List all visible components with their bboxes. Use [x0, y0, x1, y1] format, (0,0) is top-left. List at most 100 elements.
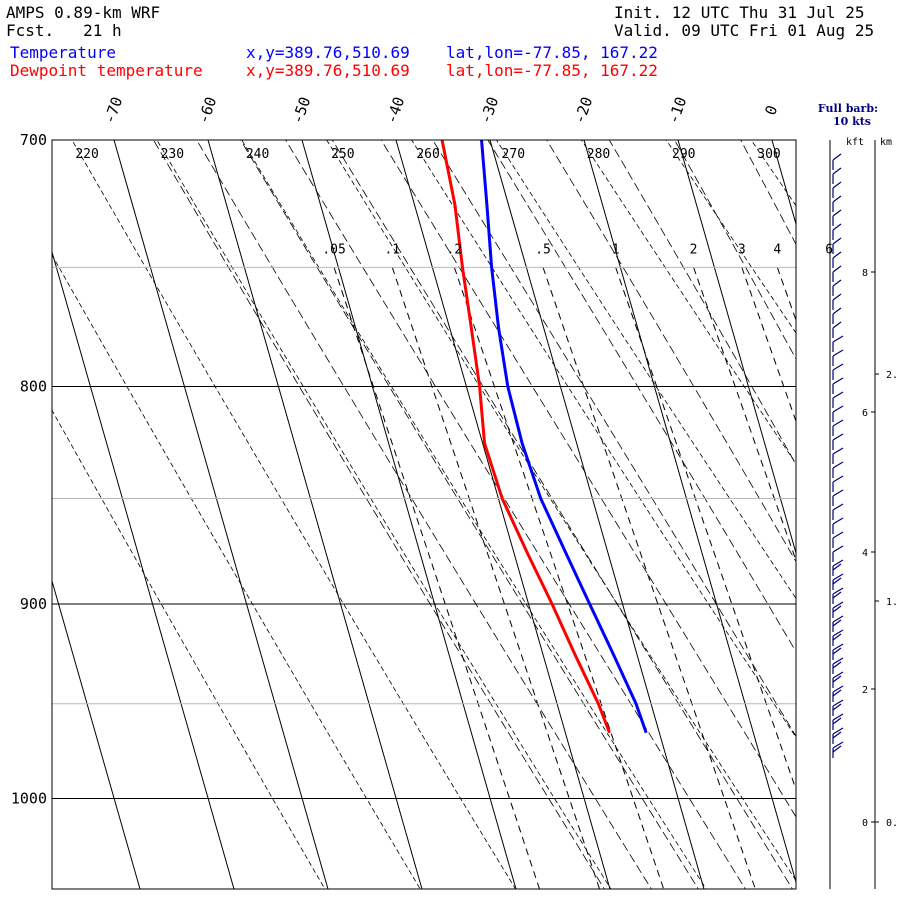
dry-adiabat-label: 270 — [502, 147, 525, 162]
moist-adiabat — [853, 0, 900, 900]
kft-tick-label: 8 — [862, 268, 868, 279]
wind-barb-flag — [832, 699, 844, 707]
dry-adiabat-label: 280 — [587, 147, 610, 162]
wind-barb-flag — [832, 703, 842, 711]
dewpoint-legend-label: Dewpoint temperature — [10, 61, 203, 80]
wind-barb-flag — [832, 363, 844, 371]
mixing-ratio-label: .5 — [535, 242, 551, 257]
wind-barb-flag — [832, 405, 844, 413]
wind-barb-flag — [832, 559, 844, 567]
wind-barbs — [832, 153, 844, 758]
wind-barb-flag — [832, 591, 842, 599]
km-tick-label: 1. — [886, 597, 898, 608]
mixing-ratio-label: .2 — [447, 242, 463, 257]
isotherm-line — [207, 140, 423, 889]
moist-adiabat — [196, 140, 652, 889]
wind-barb-flag — [832, 619, 842, 627]
wind-barb-flag — [832, 657, 844, 665]
wind-barb-flag — [832, 647, 842, 655]
wind-barb-flag — [832, 321, 842, 329]
moist-adiabat — [432, 140, 796, 738]
dry-adiabat — [496, 140, 796, 600]
km-axis-label: km — [880, 137, 892, 148]
temperature-legend-coords: x,y=389.76,510.69 — [246, 43, 410, 62]
isotherm-line — [395, 140, 611, 889]
height-ticks: 8 6 4 2 0 2. 1. 0. — [862, 268, 898, 829]
wind-barb-flag — [832, 293, 842, 301]
mixing-ratio-label: 2 — [690, 242, 698, 257]
moist-adiabat — [546, 140, 796, 563]
sounding-traces — [440, 140, 648, 734]
kft-tick-label: 6 — [862, 408, 868, 419]
dry-adiabat — [52, 409, 326, 889]
wind-barb-flag — [832, 517, 844, 525]
init-time: Init. 12 UTC Thu 31 Jul 25 — [614, 3, 865, 22]
dry-adiabat-label: 290 — [672, 147, 695, 162]
moist-adiabat — [331, 140, 793, 889]
wind-barb-flag — [832, 181, 842, 189]
barb-legend-line1: Full barb: — [818, 102, 878, 115]
wind-barb-flag — [832, 237, 842, 245]
dewpoint-legend-coords: x,y=389.76,510.69 — [246, 61, 410, 80]
wind-barb-flag — [832, 503, 844, 511]
temperature-legend-latlon: lat,lon=-77.85, 167.22 — [446, 43, 658, 62]
pressure-tick-label: 700 — [20, 131, 47, 149]
mixing-ratio-line — [693, 267, 796, 562]
wind-barb-flag — [832, 447, 844, 455]
wind-barb-flag — [832, 685, 844, 693]
dry-adiabat-label: 220 — [75, 147, 98, 162]
wind-barb-flag — [832, 265, 842, 273]
wind-barb-flag — [832, 307, 842, 315]
kft-tick-label: 0 — [862, 818, 868, 829]
wind-barb-flag — [832, 419, 844, 427]
mixing-ratio-label: 6 — [825, 242, 833, 257]
isotherm-line — [52, 579, 141, 889]
wind-barb-flag — [832, 489, 844, 497]
dry-adiabat — [580, 140, 796, 465]
wind-barb-flag — [832, 573, 844, 581]
wind-barb-flag — [832, 601, 844, 609]
dry-adiabat — [326, 140, 796, 882]
isotherm-line — [301, 140, 517, 889]
dry-adiabat-label: 250 — [331, 147, 354, 162]
dry-adiabat-label: 260 — [416, 147, 439, 162]
valid-time: Valid. 09 UTC Fri 01 Aug 25 — [614, 21, 875, 40]
isotherm-line — [489, 140, 705, 889]
dry-adiabat-label: 300 — [757, 147, 780, 162]
wind-barb-flag — [832, 615, 844, 623]
isotherm-line — [52, 250, 235, 889]
moist-adiabat — [674, 140, 796, 360]
moist-adiabat — [153, 140, 605, 889]
wind-barb-flag — [832, 223, 842, 231]
dry-adiabat-label: 240 — [246, 147, 269, 162]
dewpoint-trace — [440, 140, 611, 734]
kft-tick-label: 2 — [862, 685, 868, 696]
moist-adiabat — [608, 140, 796, 466]
wind-barb-flag — [832, 349, 844, 357]
dewpoint-legend-latlon: lat,lon=-77.85, 167.22 — [446, 61, 658, 80]
temperature-trace — [480, 140, 648, 734]
mixing-ratio-line — [542, 267, 756, 889]
pressure-tick-label: 800 — [20, 378, 47, 396]
dry-adiabat — [742, 3, 900, 900]
wind-barb-flag — [832, 195, 842, 203]
wind-barb-flag — [832, 661, 842, 669]
mixing-ratio-line — [615, 267, 796, 792]
wind-barb-flag — [832, 671, 844, 679]
moist-adiabat — [380, 140, 796, 818]
wind-barb-flag — [832, 675, 842, 683]
dry-adiabat — [241, 140, 707, 889]
wind-barb-flag — [832, 563, 842, 571]
plot-frame — [51, 139, 797, 890]
wind-barb-flag — [832, 727, 844, 735]
wind-barb-flag — [832, 643, 844, 651]
wind-barb-flag — [832, 433, 844, 441]
wind-barb-flag — [832, 713, 844, 721]
wind-barb-flag — [832, 391, 844, 399]
wind-barb-panel: Full barb: 10 kts kft km 8 6 4 2 0 2. 1. 0. — [818, 102, 898, 889]
mixing-ratio-line — [333, 267, 541, 889]
forecast-hour: Fcst. 21 h — [6, 21, 122, 40]
dry-adiabat-label: 230 — [161, 147, 184, 162]
isotherm-label: -70 — [100, 94, 126, 126]
